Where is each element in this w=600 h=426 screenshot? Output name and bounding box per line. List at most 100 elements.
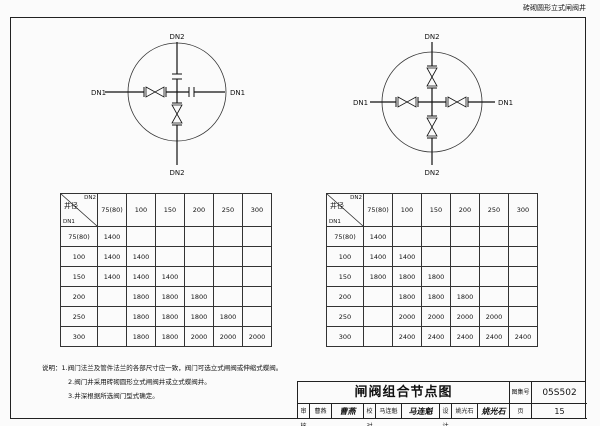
row-header: 250 xyxy=(326,306,364,327)
table-cell: 2000 xyxy=(213,326,243,347)
atlas-number: 05S502 xyxy=(532,382,587,404)
table-cell: 1800 xyxy=(421,286,451,307)
table-cell xyxy=(363,326,393,347)
label-dn2-bottom: DN2 xyxy=(424,169,439,177)
table-row: 200 1800 1800 1800 xyxy=(60,286,272,307)
table-cell: 1400 xyxy=(97,246,127,267)
table-cell: 1800 xyxy=(392,266,422,287)
table-cell: 1800 xyxy=(213,306,243,327)
table-row: 200 1800 1800 1800 xyxy=(326,286,538,307)
table-cell: 1800 xyxy=(126,306,156,327)
table-cell xyxy=(479,246,509,267)
table-cell xyxy=(213,226,243,247)
table-cell xyxy=(242,286,272,307)
row-header: 200 xyxy=(326,286,364,307)
table-cell: 2000 xyxy=(421,306,451,327)
column-header: 75(80) xyxy=(363,193,393,227)
table-row: 250 2000 2000 2000 2000 xyxy=(326,306,538,327)
gate-valve-icon xyxy=(426,65,438,89)
check-label: 校对 xyxy=(364,404,376,426)
row-header: 300 xyxy=(326,326,364,347)
design-label: 设计 xyxy=(440,404,452,426)
table-cell xyxy=(97,286,127,307)
table-cell xyxy=(363,306,393,327)
table-cell xyxy=(508,246,538,267)
row-header: 200 xyxy=(60,286,98,307)
row-header: 100 xyxy=(60,246,98,267)
table-cell: 1800 xyxy=(126,286,156,307)
checker-signature: 马连魁 xyxy=(402,404,440,419)
table-cell: 2400 xyxy=(392,326,422,347)
table-cell: 1400 xyxy=(97,226,127,247)
table-row: 300 1800 1800 2000 2000 2000 xyxy=(60,326,272,347)
table-cell xyxy=(242,226,272,247)
label-dn1-left: DN1 xyxy=(353,99,368,107)
table-cell xyxy=(479,266,509,287)
table-row: 150 1400 1400 1400 xyxy=(60,266,272,287)
gate-valve-icon xyxy=(426,115,438,139)
table-cell: 1800 xyxy=(126,326,156,347)
valve-node-diagram-1: DN2 DN2 DN1 DN1 xyxy=(91,33,245,177)
table-cell: 2000 xyxy=(184,326,214,347)
table-cell xyxy=(363,286,393,307)
drawing-title: 闸阀组合节点图 xyxy=(298,382,510,404)
table-cell xyxy=(97,306,127,327)
table-row: 250 1800 1800 1800 1800 xyxy=(60,306,272,327)
notes: 说明：1.阀门法兰及管件法兰的各部尺寸应一致，阀门可选立式闸阀或伸缩式蝶阀。 2… xyxy=(42,361,282,403)
note-item: 3.井深根据所选阀门型式确定。 xyxy=(68,392,159,400)
table-cell: 2400 xyxy=(450,326,480,347)
column-header: 250 xyxy=(479,193,509,227)
table-cell: 1400 xyxy=(155,266,185,287)
table-cell: 2400 xyxy=(479,326,509,347)
table-cell: 1400 xyxy=(363,246,393,267)
table-cell xyxy=(184,266,214,287)
gate-valve-icon xyxy=(143,86,167,98)
table-cell xyxy=(184,246,214,267)
table-row: 100 1400 1400 xyxy=(60,246,272,267)
corner-main-label: 井径 xyxy=(330,202,344,210)
table-cell xyxy=(155,246,185,267)
designer-signature: 姚光石 xyxy=(478,404,510,419)
table-row: 150 1800 1800 1800 xyxy=(326,266,538,287)
drawing-type-header: 砖砌圆形立式闸阀井 xyxy=(523,4,586,12)
corner-row-label: DN1 xyxy=(329,219,341,225)
table-corner-header: 井径 DN2 DN1 xyxy=(326,193,364,227)
column-header: 100 xyxy=(126,193,156,227)
table-cell xyxy=(213,266,243,287)
table-cell xyxy=(126,226,156,247)
table-cell: 1400 xyxy=(363,226,393,247)
label-dn2-top: DN2 xyxy=(424,33,439,41)
table-cell xyxy=(97,326,127,347)
reviewer-name: 曹燕 xyxy=(310,404,332,419)
checker-name: 马连魁 xyxy=(376,404,402,419)
table-cell xyxy=(242,266,272,287)
review-label: 审核 xyxy=(298,404,310,426)
table-cell xyxy=(508,266,538,287)
column-header: 300 xyxy=(242,193,272,227)
row-header: 150 xyxy=(60,266,98,287)
table-cell: 2400 xyxy=(421,326,451,347)
row-header: 75(80) xyxy=(326,226,364,247)
table-row: 300 2400 2400 2400 2400 2400 xyxy=(326,326,538,347)
note-item: 2.阀门井采用砖砌圆形立式闸阀井或立式蝶阀井。 xyxy=(68,378,211,386)
corner-row-label: DN1 xyxy=(63,219,75,225)
table-cell: 1400 xyxy=(126,266,156,287)
row-header: 300 xyxy=(60,326,98,347)
label-dn1-right: DN1 xyxy=(498,99,513,107)
row-header: 250 xyxy=(60,306,98,327)
column-header: 150 xyxy=(421,193,451,227)
gate-valve-icon xyxy=(395,96,419,108)
corner-col-label: DN2 xyxy=(84,195,96,201)
page-number: 15 xyxy=(532,404,587,419)
column-header: 100 xyxy=(392,193,422,227)
designer-name: 姚光石 xyxy=(452,404,478,419)
table-cell: 1800 xyxy=(155,286,185,307)
table-cell: 1800 xyxy=(184,286,214,307)
table-cell xyxy=(392,226,422,247)
well-diameter-table-2: 井径 DN2 DN1 75(80) 100 150 200 250 300 75(80) 1400 1… xyxy=(326,193,538,347)
reviewer-signature: 曹燕 xyxy=(332,404,364,419)
gate-valve-icon xyxy=(445,96,469,108)
column-header: 200 xyxy=(450,193,480,227)
well-diameter-table-1: 井径 DN2 DN1 75(80) 100 150 200 250 300 75(80) 1400 1… xyxy=(60,193,272,347)
table-cell xyxy=(242,246,272,267)
